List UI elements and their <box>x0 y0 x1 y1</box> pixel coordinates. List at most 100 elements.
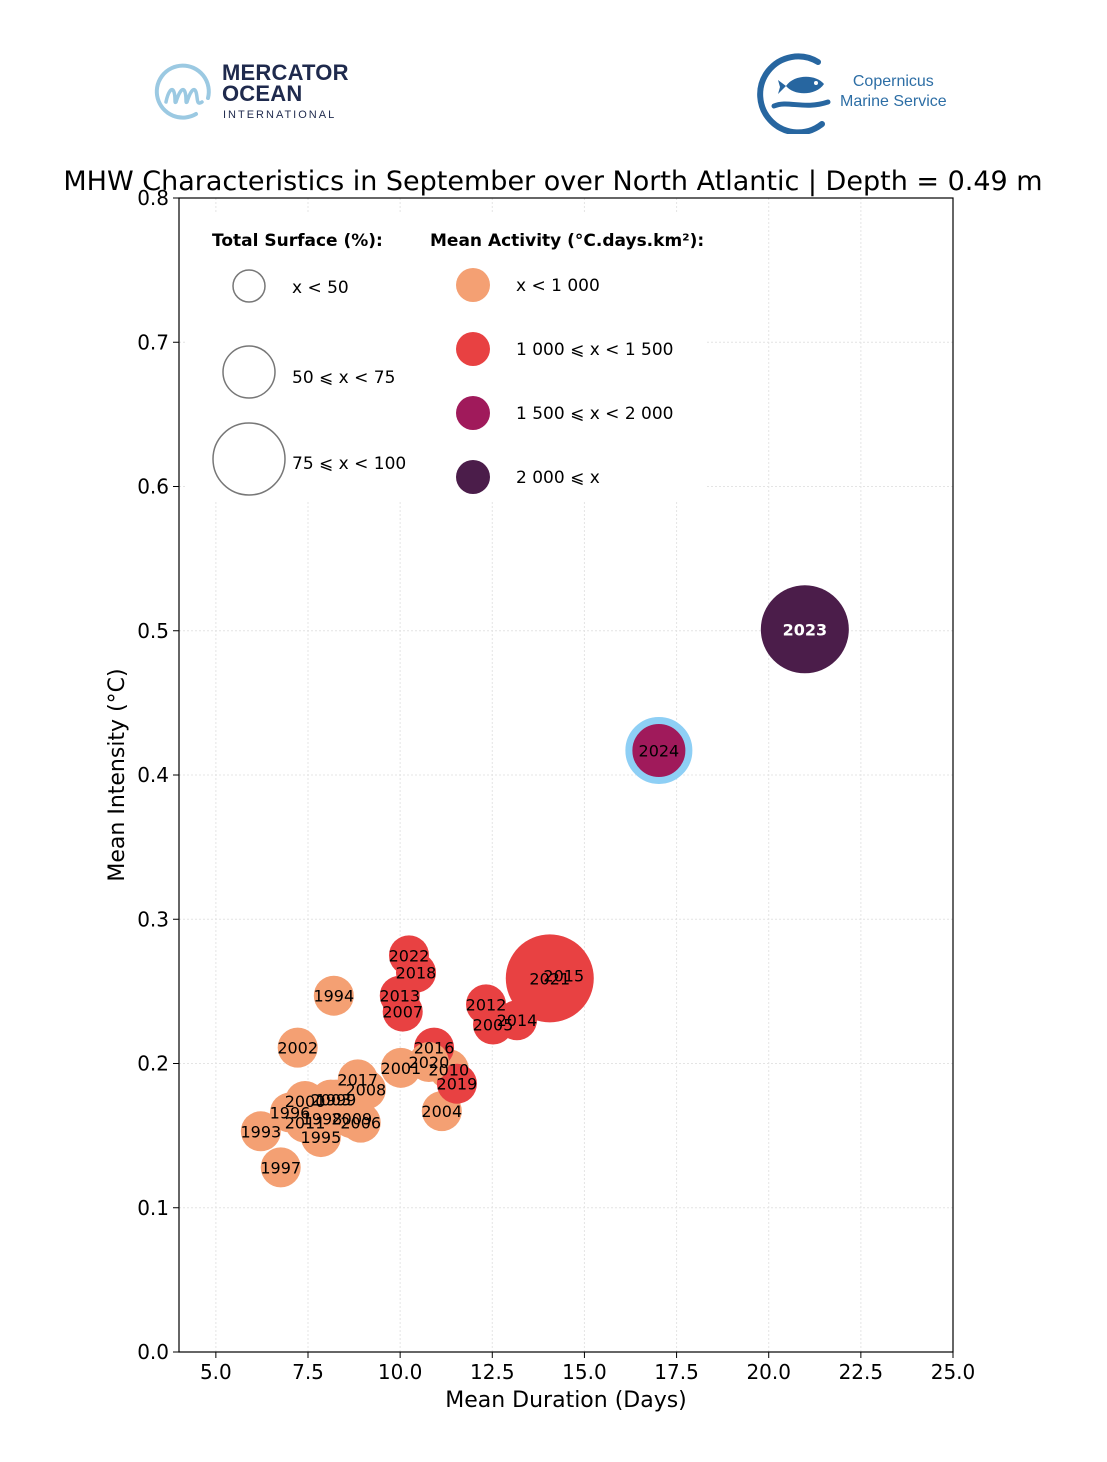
bubble-label: 2011 <box>285 1114 326 1133</box>
x-tick-label: 5.0 <box>200 1360 232 1384</box>
bubble-label: 1997 <box>260 1158 301 1177</box>
bubble-marker <box>625 716 693 784</box>
bubble-label: 2018 <box>396 964 437 983</box>
x-tick-label: 10.0 <box>378 1360 423 1384</box>
bubble-label: 2013 <box>379 987 420 1006</box>
bubble-marker <box>240 1111 281 1152</box>
bubble-1994 <box>313 975 354 1016</box>
axes: 5.0 7.5 10.0 12.5 15.0 17.5 20.0 22.5 25.0 0.0 0.1… <box>137 186 975 1384</box>
mercator-line3: INTERNATIONAL <box>223 109 337 121</box>
y-tick-label: 0.7 <box>137 330 169 354</box>
bubble-marker <box>505 934 594 1023</box>
x-tick-label: 25.0 <box>931 1360 976 1384</box>
bubble-label: 2000 <box>285 1092 326 1111</box>
bubble-label: 2010 <box>428 1060 469 1079</box>
bubble-label: 2022 <box>389 946 430 965</box>
legend-size-marker-medium <box>222 345 276 399</box>
bubble-2021 <box>505 934 594 1023</box>
y-tick-label: 0.2 <box>137 1052 169 1076</box>
mercator-line1: MERCATOR <box>222 60 349 85</box>
bubble-label: 2002 <box>277 1039 318 1058</box>
legend-color-marker <box>456 396 490 430</box>
bubble-marker <box>331 1098 372 1139</box>
x-tick-label: 17.5 <box>654 1360 699 1384</box>
bubble-label: 2001 <box>381 1059 422 1078</box>
x-tick-label: 7.5 <box>292 1360 324 1384</box>
bubble-label: 1998 <box>302 1109 343 1128</box>
legend: Total Surface (%): Mean Activity (°C.day… <box>186 212 706 502</box>
bubble-label: 2023 <box>783 620 828 639</box>
legend-color-title: Mean Activity (°C.days.km²): <box>430 231 704 251</box>
bubble-marker <box>760 585 849 674</box>
bubble-label: 2008 <box>346 1080 387 1099</box>
bubble-label: 1994 <box>313 987 354 1006</box>
mercator-wordmark: MERCATOR OCEAN <box>222 60 349 106</box>
copernicus-marine-logo: Copernicus Marine Service <box>752 50 972 136</box>
y-tick-label: 0.5 <box>137 619 169 643</box>
bubble-1997 <box>260 1147 301 1188</box>
legend-color-marker <box>456 460 490 494</box>
bubble-2012 <box>466 984 507 1025</box>
bubble-marker <box>436 1063 477 1104</box>
bubble-label: 2021 <box>529 969 570 988</box>
bubble-label: 2015 <box>543 967 584 986</box>
y-axis-label: Mean Intensity (°C) <box>105 668 130 881</box>
bubble-label: 2016 <box>414 1039 455 1058</box>
legend-size-marker-small <box>232 269 266 303</box>
bubble-1993 <box>240 1111 281 1152</box>
bubble-2019 <box>436 1063 477 1104</box>
x-axis-label: Mean Duration (Days) <box>445 1388 687 1413</box>
bubble-2011 <box>285 1102 326 1143</box>
bubble-label: 2019 <box>437 1075 478 1094</box>
mercator-m-icon <box>154 63 211 120</box>
bubble-2002 <box>277 1027 318 1068</box>
bubble-label: 2009 <box>332 1109 373 1128</box>
bubble-label: 1993 <box>240 1122 281 1141</box>
legend-color-label: 2 000 ⩽ x <box>516 468 600 488</box>
y-tick-label: 0.4 <box>137 763 169 787</box>
bubble-marker <box>388 935 429 976</box>
mercator-ocean-logo: MERCATOR OCEAN INTERNATIONAL <box>152 62 372 126</box>
bubble-label: 2024 <box>639 741 680 760</box>
legend-size-marker-large <box>212 422 286 496</box>
bubble-label: 2012 <box>466 995 507 1014</box>
bubble-2009 <box>331 1098 372 1139</box>
bubble-label: 2006 <box>340 1114 381 1133</box>
bubble-label: 2014 <box>497 1011 538 1030</box>
legend-color-marker <box>456 268 490 302</box>
bubble-label: 2017 <box>337 1070 378 1089</box>
legend-size-label: x < 50 <box>292 278 349 298</box>
legend-color-marker <box>456 332 490 366</box>
bubble-label: 2004 <box>421 1102 462 1121</box>
x-tick-label: 12.5 <box>470 1360 515 1384</box>
x-tick-label: 20.0 <box>746 1360 791 1384</box>
legend-color-label: 1 500 ⩽ x < 2 000 <box>516 404 674 424</box>
copernicus-wordmark: Copernicus Marine Service <box>840 72 947 112</box>
bubble-marker <box>466 984 507 1025</box>
legend-color-label: x < 1 000 <box>516 276 600 296</box>
bubble-2017 <box>337 1059 378 1100</box>
bubble-marker <box>313 975 354 1016</box>
bubble-marker <box>285 1102 326 1143</box>
bubble-2023 <box>760 585 849 674</box>
chart-title: MHW Characteristics in September over No… <box>63 166 1042 197</box>
bubble-label: 1995 <box>301 1128 342 1147</box>
y-tick-label: 0.3 <box>137 907 169 931</box>
bubble-marker <box>408 1042 449 1083</box>
bubble-label: 2020 <box>409 1053 450 1072</box>
bubble-label: 2003 <box>310 1091 351 1110</box>
bubble-label: 2005 <box>473 1016 514 1035</box>
legend-color-label: 1 000 ⩽ x < 1 500 <box>516 340 674 360</box>
bubble-label: 2007 <box>382 1003 423 1022</box>
mercator-line2: OCEAN <box>222 81 303 106</box>
bubble-label: 1996 <box>270 1104 311 1123</box>
bubble-label: 1999 <box>316 1091 357 1110</box>
bubble-marker <box>277 1027 318 1068</box>
legend-size-label: 75 ⩽ x < 100 <box>292 454 406 474</box>
bubble-2024 <box>625 716 693 784</box>
bubble-2022 <box>388 935 429 976</box>
x-tick-label: 15.0 <box>562 1360 607 1384</box>
copernicus-line2: Marine Service <box>840 93 947 110</box>
bubble-marker <box>337 1059 378 1100</box>
